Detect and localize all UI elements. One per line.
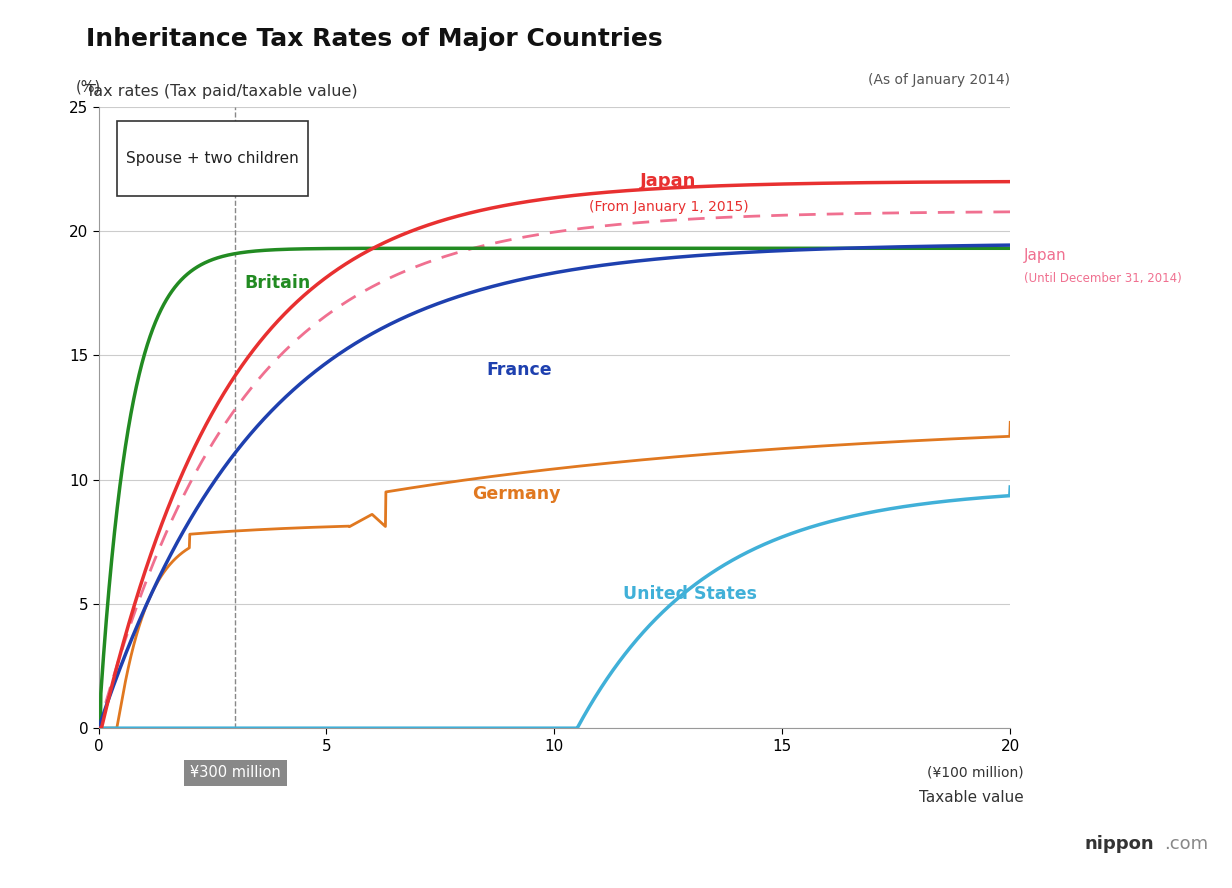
- Text: (As of January 2014): (As of January 2014): [869, 73, 1010, 87]
- Text: .com: .com: [1164, 835, 1209, 852]
- Text: Inheritance Tax Rates of Major Countries: Inheritance Tax Rates of Major Countries: [86, 27, 663, 51]
- Text: United States: United States: [623, 585, 756, 603]
- Text: Taxable value: Taxable value: [919, 790, 1024, 805]
- Text: Britain: Britain: [244, 274, 310, 292]
- Text: ¥300 million: ¥300 million: [190, 765, 281, 781]
- Text: (From January 1, 2015): (From January 1, 2015): [589, 200, 748, 214]
- Text: Tax rates (Tax paid/taxable value): Tax rates (Tax paid/taxable value): [86, 84, 357, 99]
- Text: nippon: nippon: [1084, 835, 1154, 852]
- Text: (%): (%): [76, 79, 101, 94]
- Text: (Until December 31, 2014): (Until December 31, 2014): [1024, 272, 1181, 285]
- Text: (¥100 million): (¥100 million): [928, 765, 1024, 780]
- Text: Spouse + two children: Spouse + two children: [126, 151, 299, 166]
- Text: Germany: Germany: [472, 486, 561, 503]
- Text: Japan: Japan: [1024, 249, 1067, 263]
- Text: Japan: Japan: [641, 172, 696, 190]
- Text: France: France: [485, 361, 552, 379]
- FancyBboxPatch shape: [117, 122, 308, 196]
